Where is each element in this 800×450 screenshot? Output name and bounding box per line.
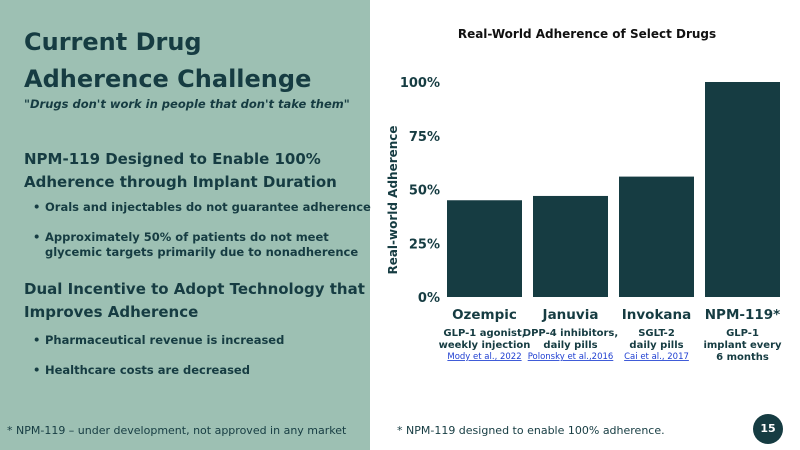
- category-labels: Ozempic GLP-1 agonist,weekly injectionMod…: [439, 307, 782, 363]
- category-description: daily pills: [543, 340, 597, 351]
- category-description: daily pills: [629, 340, 683, 351]
- section-2-heading-line-1: Dual Incentive to Adopt Technology that: [24, 280, 365, 298]
- section-1-heading: NPM-119 Designed to Enable 100% Adherenc…: [24, 148, 369, 194]
- adherence-bar-chart: Real-World Adherence of Select Drugs Rea…: [386, 27, 782, 363]
- section-1-bullet-1: Orals and injectables do not guarantee a…: [33, 200, 375, 215]
- section-1-bullet-2: Approximately 50% of patients do not mee…: [33, 230, 375, 260]
- slide-quote: "Drugs don't work in people that don't t…: [24, 97, 350, 111]
- category-description: implant every: [703, 340, 782, 351]
- left-panel: Current Drug Adherence Challenge "Drugs …: [0, 0, 371, 450]
- bar-januvia: [533, 195, 608, 297]
- category-description: DPP-4 inhibitors,: [523, 328, 618, 339]
- bar-ozempic: [447, 200, 522, 297]
- bar-invokana: [619, 176, 694, 297]
- section-2-bullet-2: Healthcare costs are decreased: [33, 363, 375, 378]
- category-description: GLP-1: [726, 328, 759, 339]
- slide-title-line-2: Adherence Challenge: [24, 65, 312, 93]
- bars-group: [447, 82, 780, 297]
- section-2-heading-line-2: Improves Adherence: [24, 303, 199, 321]
- chart-title: Real-World Adherence of Select Drugs: [458, 27, 716, 41]
- y-tick-label: 50%: [409, 184, 440, 199]
- footnote-right: * NPM-119 designed to enable 100% adhere…: [397, 424, 665, 437]
- reference-link[interactable]: Cai et al., 2017: [624, 352, 689, 362]
- category-description: weekly injection: [439, 340, 531, 351]
- y-tick-label: 100%: [400, 76, 440, 91]
- page-number-badge: 15: [753, 414, 783, 444]
- category-label: Januvia: [542, 307, 599, 323]
- category-description: GLP-1 agonist,: [443, 328, 525, 339]
- reference-link[interactable]: Mody et al., 2022: [447, 352, 521, 362]
- y-tick-label: 0%: [418, 291, 440, 306]
- section-1-heading-line-2: Adherence through Implant Duration: [24, 173, 337, 191]
- footnote-left: * NPM-119 – under development, not appro…: [7, 424, 347, 437]
- slide-title-line-1: Current Drug: [24, 28, 202, 56]
- category-label: NPM-119*: [705, 307, 780, 323]
- section-2-heading: Dual Incentive to Adopt Technology that …: [24, 278, 369, 324]
- reference-link[interactable]: Polonsky et al.,2016: [528, 352, 614, 362]
- section-1-heading-line-1: NPM-119 Designed to Enable 100%: [24, 150, 321, 168]
- slide-title: Current Drug Adherence Challenge: [24, 24, 364, 98]
- category-label: Invokana: [622, 307, 692, 323]
- category-label: Ozempic: [452, 307, 517, 323]
- y-axis-title: Real-world Adherence: [386, 125, 400, 274]
- category-description: 6 months: [716, 352, 769, 363]
- y-tick-label: 25%: [409, 237, 440, 252]
- y-tick-label: 75%: [409, 130, 440, 145]
- section-2-bullet-1: Pharmaceutical revenue is increased: [33, 333, 375, 348]
- bar-npm119: [705, 82, 780, 297]
- category-description: SGLT-2: [638, 328, 675, 339]
- y-axis-ticks: 0% 25% 50% 75% 100%: [400, 76, 440, 306]
